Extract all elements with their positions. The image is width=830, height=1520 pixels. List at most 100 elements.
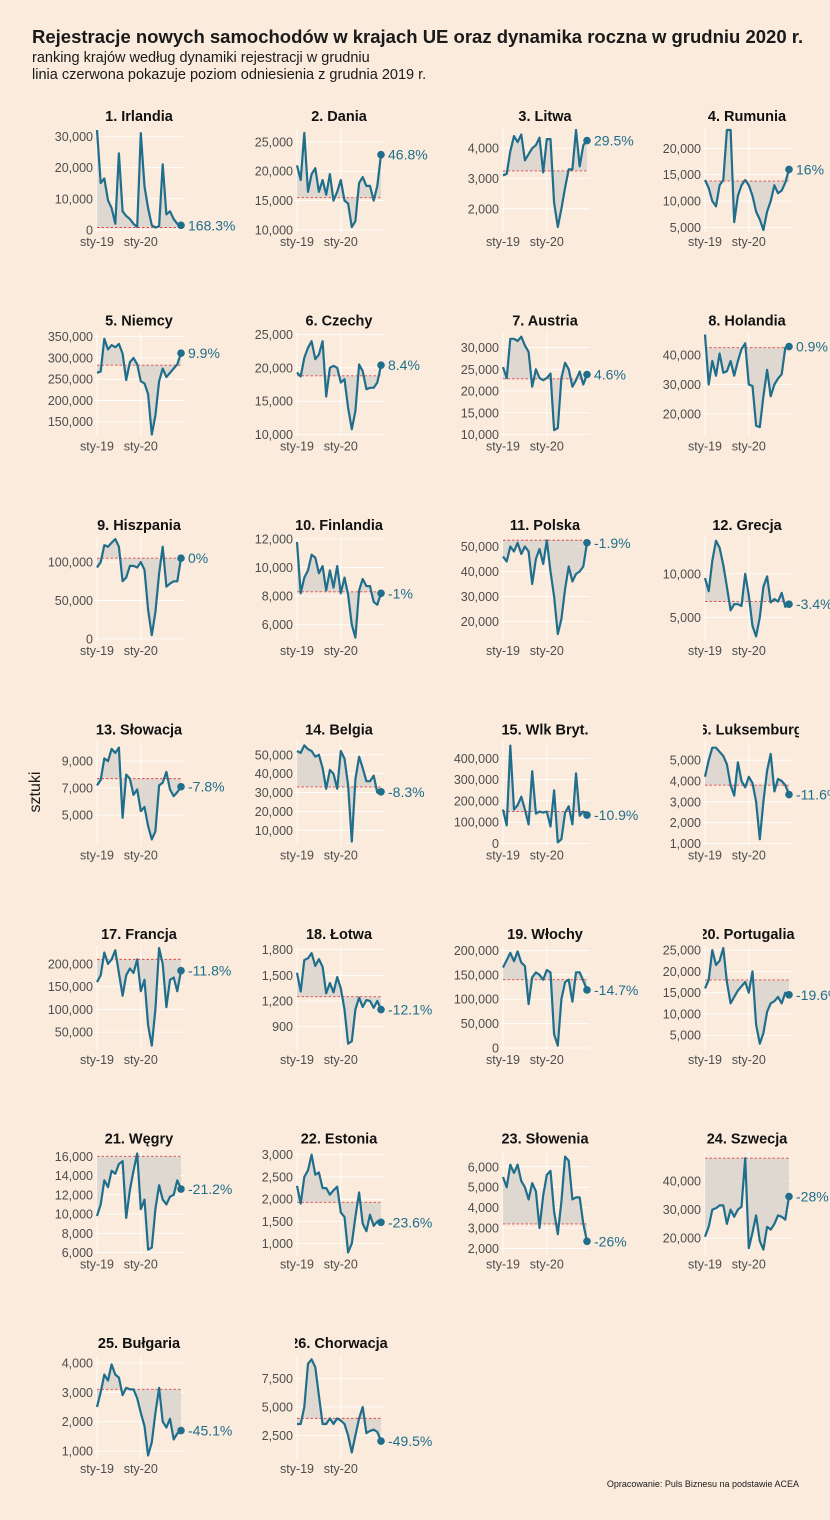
y-tick-label: 8,000 bbox=[262, 590, 293, 604]
y-tick-label: 25,000 bbox=[255, 135, 293, 149]
change-label: 168.3% bbox=[188, 217, 235, 233]
x-tick-label: sty-19 bbox=[688, 644, 722, 658]
x-tick-label: sty-19 bbox=[688, 849, 722, 863]
panel-2: 46.8% 10,000 15,000 20,000 25,000 sty-19 sty-2… bbox=[255, 109, 428, 249]
y-tick-label: 30,000 bbox=[461, 341, 499, 355]
x-tick-label: sty-20 bbox=[530, 644, 564, 658]
panel-13: -7.8% 5,000 7,000 9,000 sty-19 sty-20 13. Słow… bbox=[62, 723, 225, 863]
change-label: -1.9% bbox=[594, 535, 631, 551]
y-tick-label: 8,000 bbox=[62, 1227, 93, 1241]
change-label: -28% bbox=[796, 1189, 829, 1205]
series-line bbox=[96, 337, 183, 436]
y-tick-label: 100,000 bbox=[454, 993, 499, 1007]
y-tick-label: 50,000 bbox=[255, 748, 293, 762]
change-label: -23.6% bbox=[388, 1214, 432, 1230]
panel-17: -11.8% 50,000 100,000 150,000 200,000 sty-19 s… bbox=[48, 927, 232, 1067]
difference-area bbox=[97, 1364, 181, 1456]
chart-title: Rejestracje nowych samochodów w krajach … bbox=[32, 26, 804, 47]
x-tick-label: sty-20 bbox=[124, 1462, 158, 1476]
y-tick-label: 15,000 bbox=[663, 986, 701, 1000]
panel-title: 26. Chorwacja bbox=[290, 1336, 388, 1352]
y-tick-label: 7,500 bbox=[262, 1372, 293, 1386]
change-label: -1% bbox=[388, 585, 413, 601]
y-tick-label: 2,000 bbox=[468, 1242, 499, 1256]
difference-area bbox=[503, 540, 587, 634]
last-point-marker bbox=[377, 1437, 385, 1445]
y-tick-label: 40,000 bbox=[461, 565, 499, 579]
x-tick-label: sty-20 bbox=[124, 849, 158, 863]
panel-23: -26% 2,000 3,000 4,000 5,000 6,000 sty-19 sty-2… bbox=[468, 1132, 627, 1272]
x-tick-label: sty-20 bbox=[530, 849, 564, 863]
x-tick-label: sty-19 bbox=[486, 849, 520, 863]
y-tick-label: 1,800 bbox=[262, 943, 293, 957]
y-tick-label: 2,000 bbox=[262, 1193, 293, 1207]
y-tick-label: 10,000 bbox=[663, 567, 701, 581]
y-tick-label: 10,000 bbox=[255, 561, 293, 575]
y-tick-label: 9,000 bbox=[62, 755, 93, 769]
y-tick-label: 250,000 bbox=[48, 373, 93, 387]
series-line bbox=[297, 1358, 383, 1454]
last-point-marker bbox=[377, 1005, 385, 1014]
change-label: -8.3% bbox=[388, 784, 425, 800]
x-tick-label: sty-20 bbox=[324, 1053, 358, 1067]
y-tick-label: 900 bbox=[272, 1020, 293, 1034]
series-line bbox=[96, 746, 182, 841]
series-line bbox=[295, 951, 383, 1045]
difference-area bbox=[503, 1156, 587, 1242]
series-line bbox=[95, 1363, 182, 1457]
y-tick-label: 50,000 bbox=[55, 594, 93, 608]
y-tick-label: 50,000 bbox=[461, 1017, 499, 1031]
y-tick-label: 10,000 bbox=[461, 428, 499, 442]
y-tick-label: 200,000 bbox=[48, 957, 93, 971]
x-tick-label: sty-20 bbox=[732, 235, 766, 249]
x-tick-label: sty-19 bbox=[280, 440, 314, 454]
y-tick-label: 16,000 bbox=[55, 1150, 93, 1164]
y-tick-label: 150,000 bbox=[48, 415, 93, 429]
panel-22: -23.6% 1,000 1,500 2,000 2,500 3,000 sty-19 sty… bbox=[262, 1132, 433, 1272]
x-tick-label: sty-20 bbox=[324, 644, 358, 658]
x-tick-label: sty-19 bbox=[280, 849, 314, 863]
change-label: -12.1% bbox=[388, 1002, 432, 1018]
panel-26: -49.5% 2,500 5,000 7,500 sty-19 sty-20 26. Cho… bbox=[262, 1336, 433, 1476]
last-point-marker bbox=[583, 986, 591, 994]
panel-title: 5. Niemcy bbox=[105, 314, 173, 330]
x-tick-label: sty-19 bbox=[80, 644, 114, 658]
difference-area bbox=[97, 539, 181, 636]
y-tick-label: 40,000 bbox=[663, 349, 701, 363]
panel-8: 0.9% 20,000 30,000 40,000 sty-19 sty-20 8. Hol… bbox=[663, 314, 828, 454]
panel-title: 9. Hiszpania bbox=[97, 518, 182, 534]
panel-title: 2. Dania bbox=[311, 109, 368, 125]
change-label: -26% bbox=[594, 1233, 627, 1249]
x-tick-label: sty-20 bbox=[124, 235, 158, 249]
last-point-marker bbox=[177, 221, 185, 230]
y-tick-label: 20,000 bbox=[255, 805, 293, 819]
y-tick-label: 10,000 bbox=[663, 195, 701, 209]
y-tick-label: 50,000 bbox=[55, 1026, 93, 1040]
y-tick-label: 3,000 bbox=[62, 1386, 93, 1400]
panel-title: 18. Łotwa bbox=[306, 927, 373, 943]
y-tick-label: 25,000 bbox=[255, 328, 293, 342]
change-label: 0% bbox=[188, 550, 208, 566]
y-tick-label: 5,000 bbox=[670, 221, 701, 235]
y-tick-label: 1,000 bbox=[262, 1237, 293, 1251]
last-point-marker bbox=[785, 991, 793, 999]
panel-title: 15. Wlk Bryt. bbox=[501, 723, 588, 739]
last-point-marker bbox=[377, 1218, 385, 1227]
panel-25: -45.1% 1,000 2,000 3,000 4,000 sty-19 sty-20 25… bbox=[62, 1336, 233, 1476]
panel-7: 4.6% 10,000 15,000 20,000 25,000 30,000 sty-19… bbox=[461, 314, 626, 454]
difference-area bbox=[97, 1153, 181, 1250]
change-label: -45.1% bbox=[188, 1423, 232, 1439]
panel-title: 19. Włochy bbox=[507, 927, 583, 943]
y-tick-label: 3,000 bbox=[468, 1222, 499, 1236]
difference-area bbox=[297, 1154, 381, 1253]
change-label: -11.6% bbox=[796, 787, 830, 803]
y-tick-label: 20,000 bbox=[663, 142, 701, 156]
x-tick-label: sty-20 bbox=[530, 1258, 564, 1272]
x-tick-label: sty-19 bbox=[280, 1053, 314, 1067]
y-tick-label: 14,000 bbox=[55, 1169, 93, 1183]
x-tick-label: sty-19 bbox=[486, 1258, 520, 1272]
y-tick-label: 400,000 bbox=[454, 752, 499, 766]
y-tick-label: 30,000 bbox=[663, 378, 701, 392]
last-point-marker bbox=[377, 361, 385, 369]
panel-title: 10. Finlandia bbox=[295, 518, 384, 534]
